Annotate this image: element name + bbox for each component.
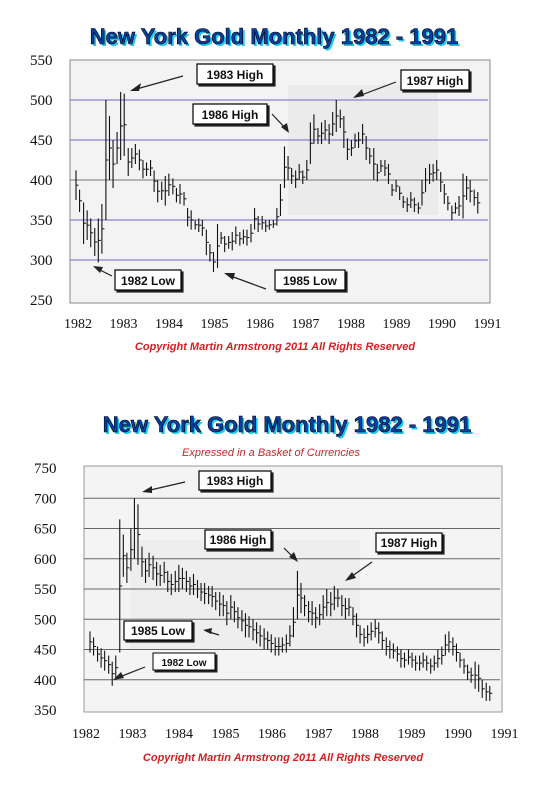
chart-1-annotation-1986-high: 1986 High: [192, 103, 289, 133]
chart-2-xtick-label: 1983: [119, 727, 147, 742]
chart-1-xtick-label: 1982: [64, 317, 92, 332]
chart-1-xtick-label: 1983: [110, 317, 138, 332]
chart-1-annotation-arrowhead: [353, 89, 364, 98]
chart-1-ytick-label: 300: [30, 253, 53, 269]
chart-2-xtick-label: 1986: [258, 727, 286, 742]
chart-2-annotation-arrowhead: [289, 552, 298, 562]
chart-1-xtick-label: 1991: [474, 317, 502, 332]
chart-2-ytick-label: 400: [34, 673, 57, 689]
chart-1-annotation-1987-high: 1987 High: [353, 69, 470, 98]
chart-1-xtick-label: 1985: [201, 317, 229, 332]
chart-1-ytick-label: 550: [30, 53, 53, 69]
chart-1-xtick-label: 1987: [292, 317, 320, 332]
chart-1-xtick-label: 1989: [383, 317, 411, 332]
chart-1-annotation-arrow: [132, 75, 184, 91]
chart-2-annotation-1983-high: 1983 High: [142, 470, 272, 493]
chart-2-xtick-label: 1982: [72, 727, 100, 742]
chart-2-xtick-label: 1985: [212, 727, 240, 742]
chart-1-xtick-label: 1990: [428, 317, 456, 332]
chart-2-y-axis: 750 700 650 600 550 500 450 400 350: [34, 461, 57, 719]
chart-2-ytick-label: 600: [34, 552, 57, 568]
chart-1-annotation-arrowhead: [130, 83, 141, 91]
chart-1-copyright: Copyright Martin Armstrong 2011 All Righ…: [135, 341, 415, 353]
chart-2-annotation-label: 1985 Low: [131, 624, 186, 638]
chart-2-xtick-label: 1990: [444, 727, 472, 742]
chart-2-annotation-arrowhead: [142, 486, 152, 493]
chart-2-annotation-label: 1983 High: [207, 474, 264, 488]
chart-2-ytick-label: 350: [34, 703, 57, 719]
chart-2-annotation-1986-high: 1986 High: [204, 529, 298, 562]
chart-1-xtick-label: 1988: [337, 317, 365, 332]
chart-1-annotation-label: 1982 Low: [121, 274, 176, 288]
chart-1: New York Gold Monthly 1982 - 1991 New Yo…: [30, 24, 502, 353]
chart-2-annotation-arrowhead: [203, 628, 212, 634]
chart-1-ytick-label: 350: [30, 213, 53, 229]
chart-2-annotation-label: 1987 High: [381, 536, 438, 550]
chart-2-annotation-arrow: [145, 481, 186, 492]
chart-2-xtick-label: 1991: [491, 727, 519, 742]
chart-1-ytick-label: 450: [30, 133, 53, 149]
chart-2-ytick-label: 500: [34, 612, 57, 628]
chart-1-title: New York Gold Monthly 1982 - 1991: [90, 24, 458, 49]
chart-2-annotation-arrowhead: [113, 672, 124, 680]
chart-2-annotation-1987-high: 1987 High: [345, 532, 443, 581]
chart-2-price-bars: [89, 498, 493, 701]
chart-2: New York Gold Monthly 1982 - 1991 New Yo…: [34, 412, 519, 764]
chart-2-annotation-arrowhead: [345, 572, 356, 581]
chart-1-title-shadow: New York Gold Monthly 1982 - 1991: [92, 26, 460, 51]
chart-1-ytick-label: 250: [30, 293, 53, 309]
chart-1-price-bars: [75, 92, 481, 272]
chart-2-xtick-label: 1984: [165, 727, 193, 742]
chart-2-ytick-label: 450: [34, 643, 57, 659]
chart-2-subtitle: Expressed in a Basket of Currencies: [182, 447, 360, 459]
chart-1-annotation-1982-low: 1982 Low: [93, 266, 182, 291]
chart-2-ytick-label: 650: [34, 522, 57, 538]
chart-2-ytick-label: 700: [34, 491, 57, 507]
chart-2-ytick-label: 550: [34, 582, 57, 598]
chart-2-copyright: Copyright Martin Armstrong 2011 All Righ…: [143, 752, 423, 764]
chart-2-annotation-1985-low: 1985 Low: [123, 620, 220, 641]
chart-1-annotation-arrowhead: [93, 266, 103, 273]
chart-1-annotation-label: 1987 High: [407, 74, 464, 88]
chart-1-annotation-label: 1983 High: [207, 68, 264, 82]
chart-2-title: New York Gold Monthly 1982 - 1991: [103, 412, 471, 437]
chart-1-shade: [288, 85, 438, 215]
chart-1-xtick-label: 1986: [246, 317, 274, 332]
chart-2-xtick-label: 1987: [305, 727, 333, 742]
chart-2-xtick-label: 1989: [398, 727, 426, 742]
chart-1-annotation-1983-high: 1983 High: [130, 63, 274, 91]
chart-1-annotation-label: 1986 High: [202, 108, 259, 122]
chart-1-ytick-label: 500: [30, 93, 53, 109]
chart-1-grid: [70, 99, 488, 261]
chart-2-annotation-1982-low: 1982 Low: [113, 652, 216, 680]
chart-1-annotation-arrowhead: [224, 273, 235, 280]
chart-1-annotation-arrowhead: [281, 123, 289, 133]
chart-1-ytick-label: 400: [30, 173, 53, 189]
chart-1-annotation-arrow: [227, 274, 267, 290]
chart-1-y-axis: 550 500 450 400 350 300 250: [30, 53, 53, 309]
chart-1-annotation-label: 1985 Low: [283, 274, 338, 288]
chart-2-annotation-label: 1982 Low: [161, 658, 206, 669]
chart-2-annotation-label: 1986 High: [210, 533, 267, 547]
chart-1-x-axis: 1982 1983 1984 1985 1986 1987 1988 1989 …: [64, 317, 502, 332]
chart-2-title-shadow: New York Gold Monthly 1982 - 1991: [105, 414, 473, 439]
chart-2-xtick-label: 1988: [351, 727, 379, 742]
chart-2-ytick-label: 750: [34, 461, 57, 477]
chart-1-xtick-label: 1984: [155, 317, 183, 332]
chart-1-annotation-1985-low: 1985 Low: [224, 269, 346, 291]
chart-2-x-axis: 1982 1983 1984 1985 1986 1987 1988 1989 …: [72, 727, 519, 742]
